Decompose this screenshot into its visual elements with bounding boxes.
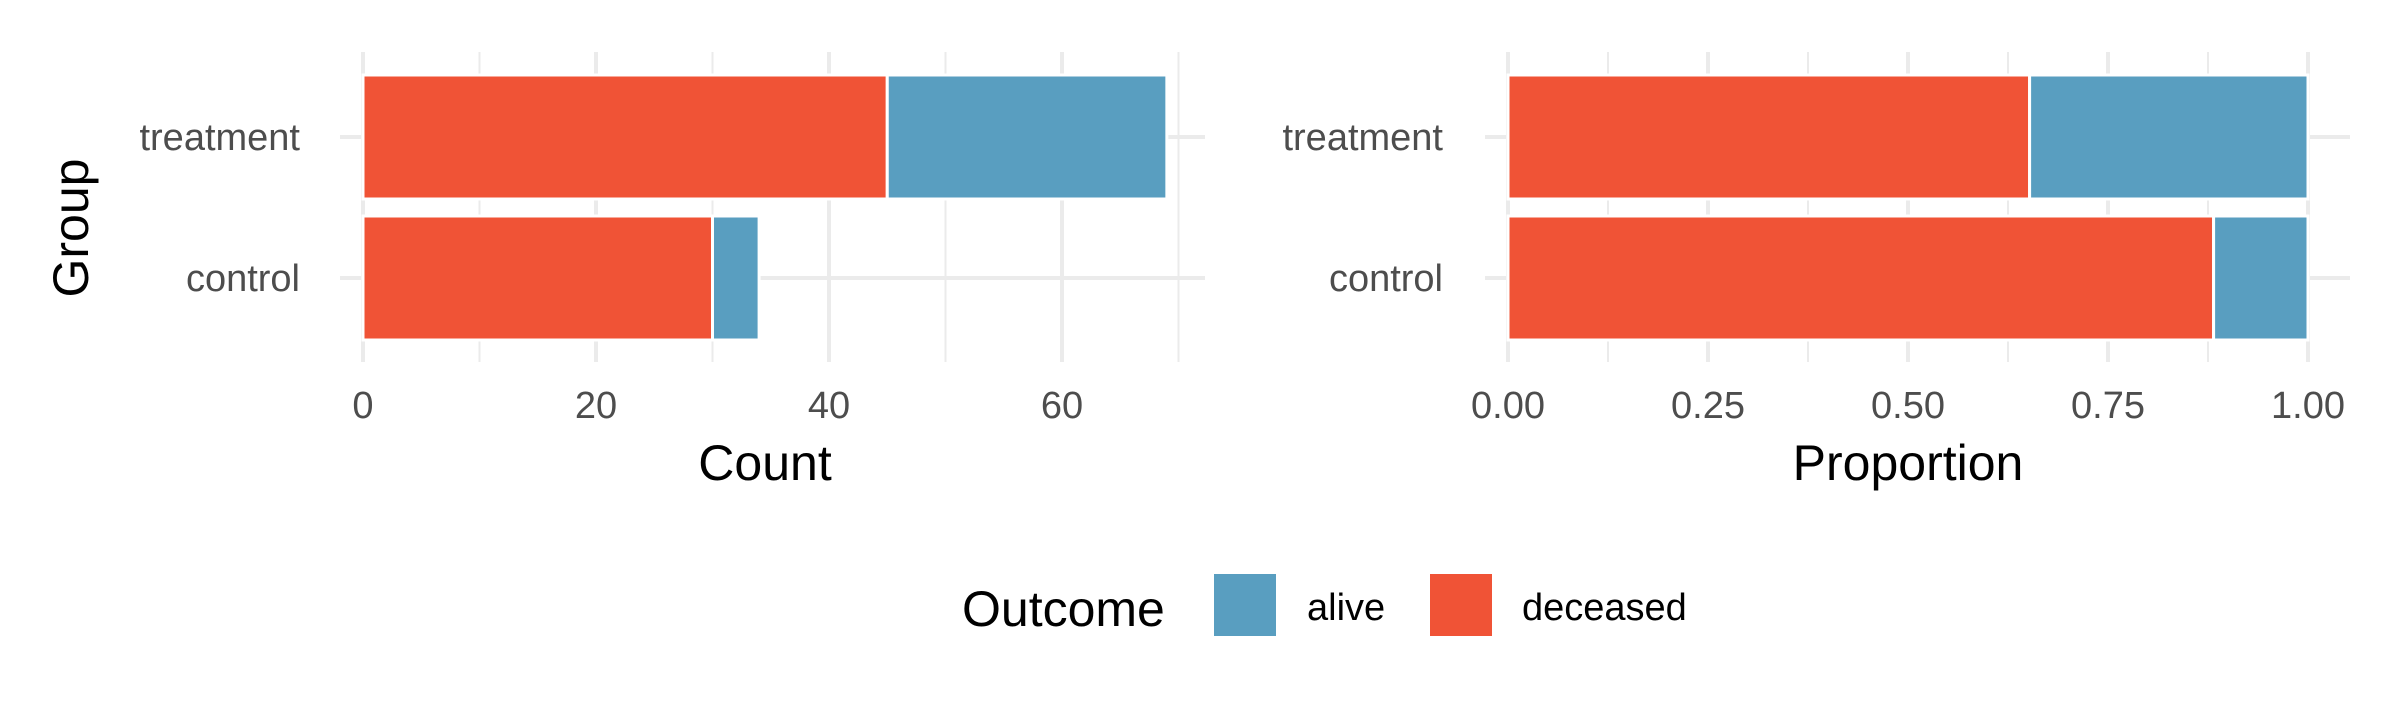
bar-deceased-control [1506,214,2216,342]
x-tick-label: 0.25 [1671,385,1745,427]
legend-label-deceased: deceased [1522,587,1687,629]
legend-label-alive: alive [1307,587,1385,629]
x-tick-label: 0.50 [1871,385,1945,427]
legend-swatch-alive [1214,574,1276,636]
y-tick-label-control: control [1329,258,1443,300]
x-tick-label: 20 [575,385,617,427]
y-tick-label-treatment: treatment [139,117,300,159]
bar-deceased-treatment [1506,73,2032,201]
legend: Outcome alive deceased [962,574,1687,637]
y-axis-title: Group [43,159,99,298]
x-tick-label: 1.00 [2271,385,2345,427]
x-tick-label: 0.00 [1471,385,1545,427]
bar-alive-treatment [2028,73,2310,201]
bar-alive-treatment [885,73,1169,201]
proportion-panel: treatment control 0.00 0.25 0.50 0.75 1.00 Prop… [1282,52,2350,491]
x-tick-label: 0 [352,385,373,427]
bar-deceased-treatment [361,73,889,201]
legend-swatch-deceased [1430,574,1492,636]
bar-deceased-control [361,214,714,342]
bar-alive-control [711,214,761,342]
bar-alive-control [2212,214,2310,342]
y-tick-label-treatment: treatment [1282,117,1443,159]
x-axis-title: Count [698,435,832,491]
x-tick-label: 0.75 [2071,385,2145,427]
legend-title: Outcome [962,581,1165,637]
x-tick-label: 60 [1041,385,1083,427]
count-panel: treatment control 0 20 40 60 Count [139,52,1205,491]
y-tick-label-control: control [186,258,300,300]
x-axis-title: Proportion [1793,435,2024,491]
x-tick-label: 40 [808,385,850,427]
